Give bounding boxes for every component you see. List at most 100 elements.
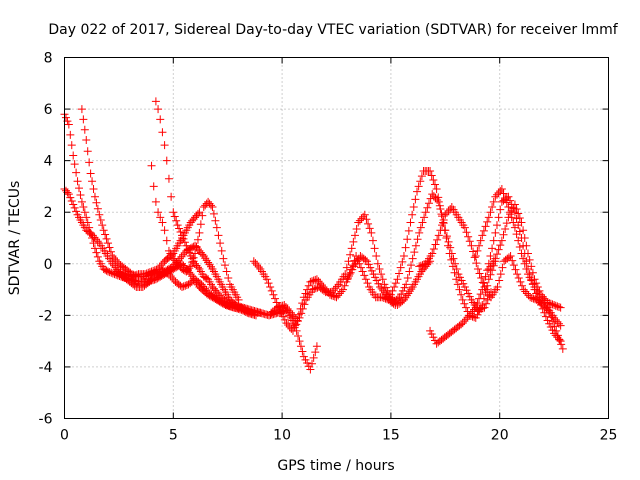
data-point — [294, 310, 303, 319]
data-point — [316, 279, 325, 288]
data-point — [291, 321, 300, 330]
data-point — [143, 279, 152, 288]
data-point — [290, 323, 299, 332]
data-point — [489, 236, 498, 245]
data-point — [202, 286, 211, 295]
data-point — [346, 250, 355, 259]
data-point — [526, 293, 535, 302]
data-point — [169, 275, 178, 284]
data-point — [444, 237, 453, 246]
data-point — [312, 342, 321, 351]
data-point — [365, 224, 374, 233]
data-point — [396, 263, 405, 272]
data-point — [253, 261, 262, 270]
data-point — [478, 285, 487, 294]
x-tick-label: 10 — [273, 428, 291, 444]
data-point — [306, 365, 315, 374]
data-point — [457, 276, 466, 285]
data-point — [471, 252, 480, 261]
data-point — [277, 309, 286, 318]
data-point — [506, 210, 515, 219]
data-point — [300, 300, 309, 309]
data-point — [249, 257, 258, 266]
data-point — [195, 228, 204, 237]
data-point — [175, 224, 184, 233]
data-point — [151, 197, 160, 206]
data-point — [177, 252, 186, 261]
data-point — [364, 219, 373, 228]
data-point — [460, 282, 469, 291]
data-point — [466, 309, 475, 318]
data-point — [273, 303, 282, 312]
data-point — [556, 337, 565, 346]
data-point — [457, 290, 466, 299]
data-point — [441, 210, 450, 219]
data-point — [527, 293, 536, 302]
data-point — [278, 301, 287, 310]
data-point — [553, 317, 562, 326]
data-point — [421, 208, 430, 217]
data-point — [219, 254, 228, 263]
data-point — [429, 244, 438, 253]
data-point — [432, 185, 441, 194]
data-point — [67, 141, 76, 150]
data-point — [181, 281, 190, 290]
data-point — [352, 224, 361, 233]
data-point — [271, 294, 280, 303]
data-point — [86, 169, 95, 178]
data-point — [345, 270, 354, 279]
data-point — [87, 230, 96, 239]
data-point — [366, 263, 375, 272]
data-point — [385, 294, 394, 303]
data-point — [479, 226, 488, 235]
data-point — [145, 277, 154, 286]
x-tick-label: 0 — [60, 428, 69, 444]
data-point — [308, 359, 317, 368]
data-point — [79, 203, 88, 212]
data-point — [288, 326, 297, 335]
series-4 — [147, 161, 243, 304]
data-point — [554, 319, 563, 328]
data-point — [369, 270, 378, 279]
data-point — [435, 201, 444, 210]
data-point — [439, 215, 448, 224]
data-point — [455, 273, 464, 282]
data-point — [267, 286, 276, 295]
data-point — [473, 310, 482, 319]
data-point — [514, 273, 523, 282]
data-point — [345, 272, 354, 281]
data-point — [205, 260, 214, 269]
data-point — [530, 275, 539, 284]
data-point — [360, 210, 369, 219]
data-point — [449, 254, 458, 263]
data-point — [362, 257, 371, 266]
data-point — [514, 236, 523, 245]
data-point — [107, 268, 116, 277]
data-point — [430, 180, 439, 189]
data-point — [179, 250, 188, 259]
data-point — [144, 268, 153, 277]
data-point — [291, 314, 300, 323]
data-point — [416, 177, 425, 186]
data-point — [193, 209, 202, 218]
data-point — [377, 284, 386, 293]
data-point — [515, 243, 524, 252]
data-point — [64, 190, 73, 199]
data-point — [284, 321, 293, 330]
data-point — [182, 281, 191, 290]
data-point — [398, 257, 407, 266]
data-point — [254, 263, 263, 272]
data-point — [473, 299, 482, 308]
data-point — [378, 293, 387, 302]
data-point — [408, 210, 417, 219]
data-point — [429, 333, 438, 342]
data-point — [61, 113, 70, 122]
data-point — [405, 267, 414, 276]
data-point — [160, 226, 169, 235]
data-point — [93, 252, 102, 261]
data-point — [407, 285, 416, 294]
data-point — [361, 255, 370, 264]
data-point — [437, 210, 446, 219]
data-point — [424, 199, 433, 208]
data-point — [554, 302, 563, 311]
